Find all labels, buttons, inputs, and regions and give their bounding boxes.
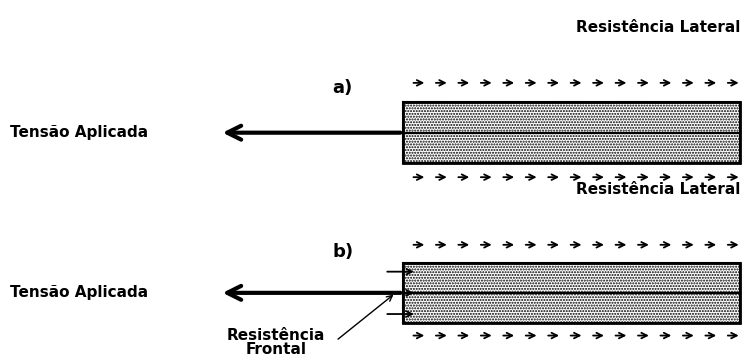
Bar bbox=[403, 102, 740, 163]
Bar bbox=[403, 102, 740, 133]
Bar bbox=[403, 262, 740, 293]
Text: Tensão Aplicada: Tensão Aplicada bbox=[11, 125, 149, 140]
Text: Frontal: Frontal bbox=[246, 342, 306, 357]
Bar bbox=[403, 293, 740, 323]
Text: Resistência: Resistência bbox=[227, 328, 325, 343]
Bar bbox=[403, 262, 740, 323]
Text: Tensão Aplicada: Tensão Aplicada bbox=[11, 285, 149, 300]
Bar bbox=[403, 133, 740, 163]
Text: a): a) bbox=[332, 79, 352, 97]
Text: b): b) bbox=[332, 243, 353, 261]
Text: Resistência Lateral: Resistência Lateral bbox=[575, 182, 740, 197]
Text: Resistência Lateral: Resistência Lateral bbox=[575, 20, 740, 35]
